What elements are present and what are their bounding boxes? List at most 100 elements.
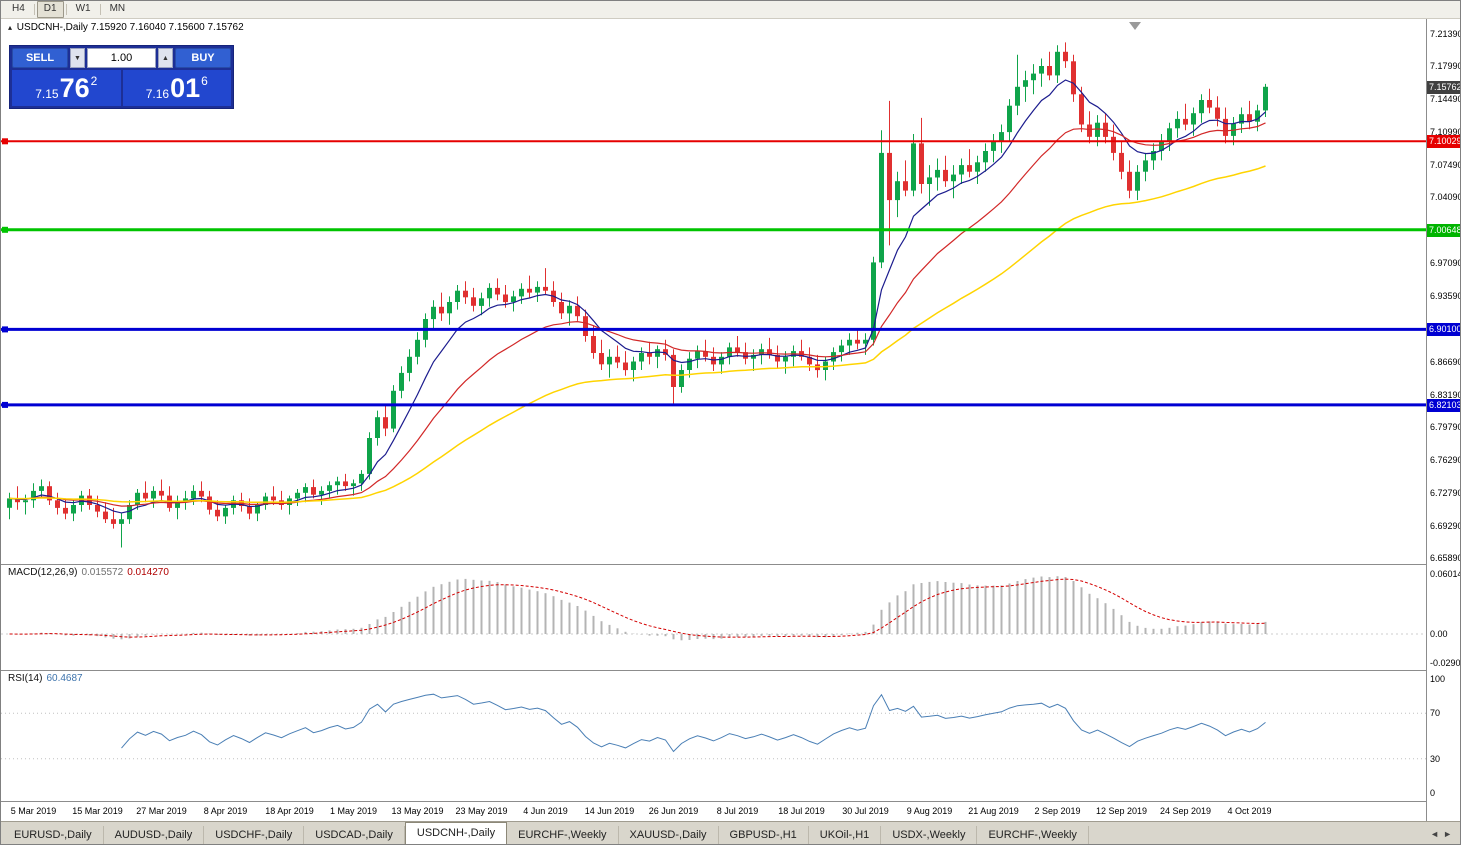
triangle-down-icon: ▼	[74, 54, 81, 62]
date-axis-label: 12 Sep 2019	[1095, 806, 1148, 816]
price-chart-pane[interactable]	[1, 18, 1426, 564]
toolbar-separator	[99, 4, 101, 15]
macd-pane[interactable]	[1, 565, 1426, 670]
timeframe-button-h4[interactable]: H4	[12, 3, 25, 14]
volume-increase-button[interactable]: ▲	[158, 48, 173, 68]
price-axis-label: 6.97090	[1430, 258, 1461, 268]
date-axis-label: 8 Apr 2019	[203, 806, 248, 816]
price-axis-label: 6.86690	[1430, 357, 1461, 367]
ask-price-point: 6	[201, 74, 208, 88]
macd-signal-line	[9, 578, 1266, 638]
chart-tab-9[interactable]: USDX-,Weekly	[881, 826, 978, 844]
date-axis-label: 18 Apr 2019	[265, 806, 314, 816]
date-axis-label: 26 Jun 2019	[648, 806, 699, 816]
fast-ma-line	[9, 79, 1266, 514]
bid-price-prefix: 7.15	[35, 87, 59, 101]
chart-tab-6[interactable]: XAUUSD-,Daily	[619, 826, 719, 844]
timeframe-button-mn[interactable]: MN	[109, 3, 126, 14]
chart-tab-10[interactable]: EURCHF-,Weekly	[977, 826, 1089, 844]
date-axis-label: 2 Sep 2019	[1034, 806, 1081, 816]
chart-shift-marker[interactable]	[1129, 22, 1141, 30]
rsi-axis-label: 100	[1430, 674, 1446, 684]
buy-button[interactable]: BUY	[175, 48, 231, 68]
chart-tab-2[interactable]: USDCHF-,Daily	[204, 826, 305, 844]
price-axis-label: 6.79790	[1430, 422, 1461, 432]
price-marker: 6.90100	[1427, 323, 1461, 336]
price-axis-label: 7.17990	[1430, 61, 1461, 71]
rsi-value: 60.4687	[46, 673, 83, 684]
price-marker: 7.00648	[1427, 224, 1461, 237]
date-axis-label: 8 Jul 2019	[716, 806, 759, 816]
price-marker: 7.10029	[1427, 135, 1461, 148]
collapse-panel-icon[interactable]: ▴	[8, 23, 13, 32]
volume-input[interactable]	[87, 48, 156, 68]
date-axis-label: 1 May 2019	[329, 806, 378, 816]
macd-label-text: MACD(12,26,9)	[8, 567, 78, 578]
rsi-axis-label: 30	[1430, 754, 1441, 764]
rsi-indicator-label: RSI(14) 60.4687	[8, 673, 83, 684]
pane-separator[interactable]	[1, 670, 1460, 671]
timeframe-toolbar: H4 D1 W1 MN	[1, 1, 1460, 19]
bid-price-digits: 76	[59, 73, 90, 103]
date-axis[interactable]: 5 Mar 2019 15 Mar 2019 27 Mar 2019 8 Apr 20…	[1, 801, 1426, 822]
rsi-pane[interactable]	[1, 671, 1426, 801]
date-axis-label: 14 Jun 2019	[584, 806, 635, 816]
date-axis-label: 5 Mar 2019	[10, 806, 57, 816]
price-marker: 7.15762	[1427, 81, 1461, 94]
date-axis-label: 18 Jul 2019	[778, 806, 825, 816]
line-handle[interactable]	[2, 138, 8, 145]
date-axis-label: 9 Aug 2019	[906, 806, 953, 816]
line-handle[interactable]	[2, 326, 8, 333]
macd-main-value: 0.015572	[81, 567, 124, 578]
macd-histogram	[16, 576, 1267, 641]
volume-decrease-button[interactable]: ▼	[70, 48, 85, 68]
price-axis-label: 7.04090	[1430, 192, 1461, 202]
date-axis-label: 30 Jul 2019	[842, 806, 889, 816]
timeframe-button-w1[interactable]: W1	[75, 3, 91, 14]
triangle-up-icon: ▲	[162, 54, 169, 62]
price-axis-label: 7.07490	[1430, 160, 1461, 170]
rsi-label-text: RSI(14)	[8, 673, 43, 684]
chart-tab-4[interactable]: USDCNH-,Daily	[404, 822, 508, 844]
macd-axis-label: 0.00	[1430, 629, 1448, 639]
chart-tab-3[interactable]: USDCAD-,Daily	[304, 826, 405, 844]
date-axis-label: 4 Oct 2019	[1227, 806, 1272, 816]
bid-price-point: 2	[90, 74, 98, 88]
tab-scroll-buttons: ◄ ►	[1430, 822, 1458, 844]
chart-header: ▴ USDCNH-,Daily 7.15920 7.16040 7.15600 …	[8, 22, 244, 33]
line-handle[interactable]	[2, 226, 8, 233]
chart-tab-8[interactable]: UKOil-,H1	[809, 826, 882, 844]
medium-ma-line	[9, 122, 1266, 507]
tab-scroll-right-icon[interactable]: ►	[1443, 829, 1452, 839]
macd-axis-label: -0.029064	[1430, 658, 1461, 668]
sell-button[interactable]: SELL	[12, 48, 68, 68]
chart-tab-5[interactable]: EURCHF-,Weekly	[507, 826, 619, 844]
timeframe-button-d1[interactable]: D1	[36, 1, 64, 18]
price-axis-label: 6.69290	[1430, 521, 1461, 531]
macd-indicator-label: MACD(12,26,9) 0.015572 0.014270	[8, 567, 169, 578]
price-axis-label: 6.83190	[1430, 390, 1461, 400]
date-axis-label: 21 Aug 2019	[968, 806, 1019, 816]
chart-tab-1[interactable]: AUDUSD-,Daily	[104, 826, 205, 844]
toolbar-separator	[65, 4, 67, 15]
price-marker: 6.82103	[1427, 399, 1461, 412]
bid-price-display[interactable]: 7.15 76 2	[12, 70, 121, 106]
price-axis-label: 6.76290	[1430, 455, 1461, 465]
chart-tabs-bar: EURUSD-,Daily AUDUSD-,Daily USDCHF-,Daily U…	[1, 821, 1460, 844]
chart-ohlc-values: 7.15920 7.16040 7.15600 7.15762	[90, 22, 244, 33]
pane-separator[interactable]	[1, 564, 1460, 565]
rsi-axis-label: 0	[1430, 788, 1436, 798]
price-axis-label: 7.21390	[1430, 29, 1461, 39]
chart-symbol-label: USDCNH-,Daily	[16, 22, 88, 33]
line-handle[interactable]	[2, 401, 8, 408]
chart-tab-7[interactable]: GBPUSD-,H1	[719, 826, 809, 844]
macd-signal-value: 0.014270	[127, 567, 169, 578]
tab-scroll-left-icon[interactable]: ◄	[1430, 829, 1440, 839]
date-axis-label: 13 May 2019	[391, 806, 444, 816]
ask-price-display[interactable]: 7.16 01 6	[122, 70, 231, 106]
date-axis-label: 15 Mar 2019	[72, 806, 123, 816]
date-axis-label: 27 Mar 2019	[136, 806, 187, 816]
chart-tab-0[interactable]: EURUSD-,Daily	[3, 826, 104, 844]
price-axis[interactable]: 7.21390 7.17990 7.14490 7.10990 7.07490 7.040…	[1426, 18, 1461, 821]
